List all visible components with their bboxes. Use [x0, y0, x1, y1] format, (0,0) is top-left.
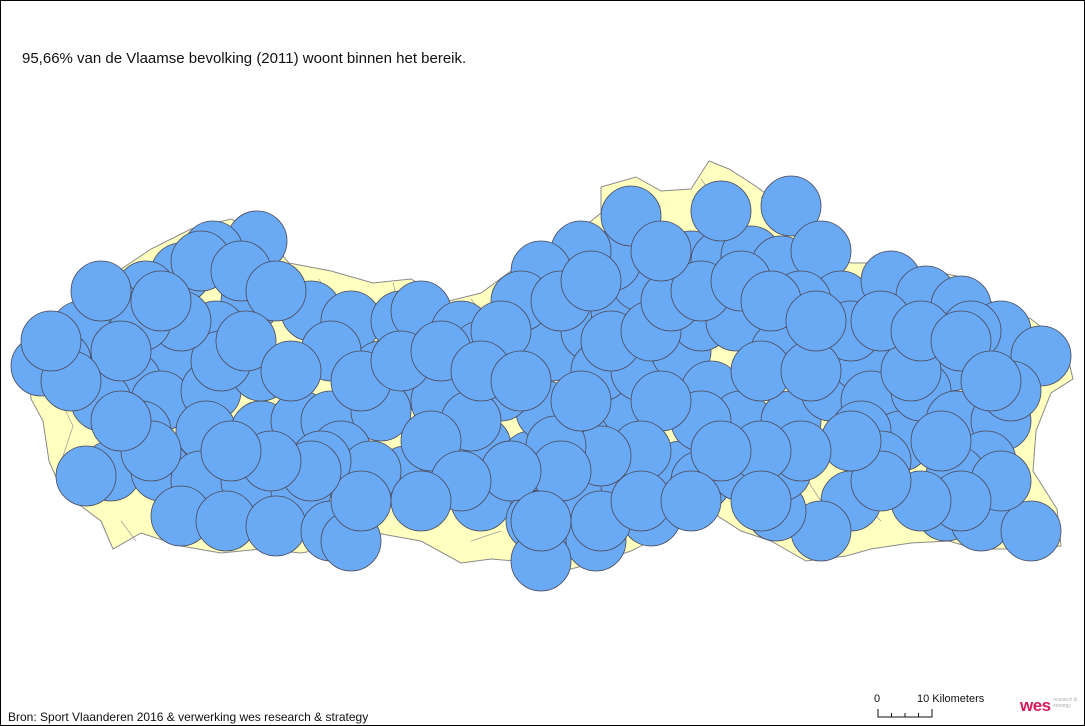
coverage-circle [960, 350, 1022, 412]
coverage-circle [630, 220, 692, 282]
scalebar-zero-label: 0 [874, 693, 881, 705]
source-note: Bron: Sport Vlaanderen 2016 & verwerking… [8, 710, 369, 724]
coverage-circle [760, 175, 822, 237]
coverage-circle [215, 310, 277, 372]
coverage-circle [820, 410, 882, 472]
coverage-circle [200, 420, 262, 482]
coverage-circle [20, 310, 82, 372]
coverage-circle [245, 260, 307, 322]
coverage-circle [90, 320, 152, 382]
coverage-circle [245, 495, 307, 557]
coverage-circle [70, 260, 132, 322]
coverage-circle [260, 340, 322, 402]
coverage-circle [560, 250, 622, 312]
coverage-circle [130, 270, 192, 332]
coverage-circle [490, 350, 552, 412]
coverage-circle [660, 470, 722, 532]
scalebar-max-label: 10 Kilometers [917, 693, 985, 705]
coverage-circle [55, 445, 117, 507]
coverage-circle [785, 290, 847, 352]
coverage-circle [690, 180, 752, 242]
coverage-circle [390, 470, 452, 532]
coverage-circles [10, 175, 1072, 592]
logo-tagline: research & strategy [1053, 697, 1078, 709]
coverage-circle [90, 390, 152, 452]
scalebar-icon [877, 709, 933, 718]
coverage-circle [730, 470, 792, 532]
logo-wordmark: wes [1020, 696, 1051, 715]
wes-logo: wes research & strategy [1020, 696, 1080, 718]
coverage-circle [1000, 500, 1062, 562]
coverage-circle [550, 370, 612, 432]
coverage-circle [910, 410, 972, 472]
coverage-headline: 95,66% van de Vlaamse bevolking (2011) w… [22, 50, 467, 67]
coverage-circle [510, 490, 572, 552]
coverage-circle [330, 470, 392, 532]
coverage-circle [690, 420, 752, 482]
